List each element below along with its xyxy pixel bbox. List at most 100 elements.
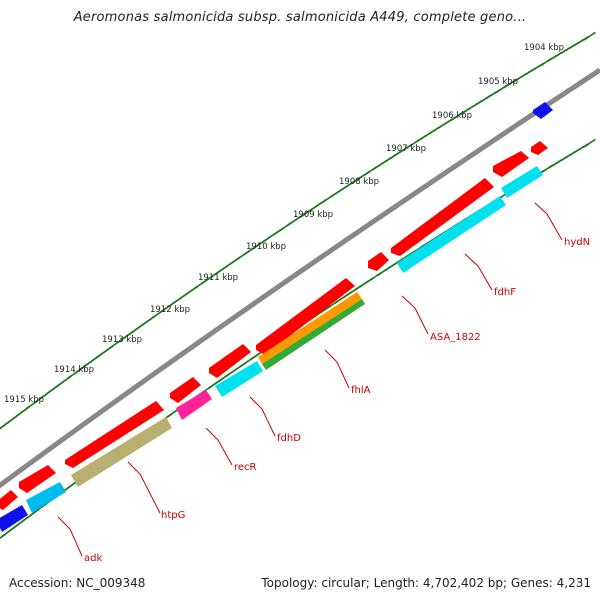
leader-ASA_1822 <box>401 295 429 335</box>
inner-ring-minor-tick <box>552 161 559 167</box>
kbp-label-1908: 1908 kbp <box>339 177 379 187</box>
inner-ring-minor-tick <box>565 153 572 159</box>
inner-ring-minor-tick <box>342 293 349 299</box>
gene-bar-orange[interactable] <box>258 292 362 364</box>
inner-ring-minor-tick <box>389 263 396 268</box>
gene-bar-cyan-1[interactable] <box>501 166 543 198</box>
kbp-label-1914: 1914 kbp <box>54 365 94 375</box>
gene-bar-magenta[interactable] <box>176 390 212 420</box>
scale-ring-minor-tick <box>57 381 64 386</box>
gene-arrow-ASA_1822[interactable] <box>368 252 389 271</box>
gene-arrow-blue-top[interactable] <box>533 102 553 119</box>
gene-arrow-adk-a[interactable] <box>19 465 56 493</box>
scale-ring-minor-tick <box>342 185 349 190</box>
scale-ring-minor-tick <box>188 288 195 293</box>
inner-ring-minor-tick <box>71 481 77 486</box>
inner-ring-minor-tick <box>13 523 20 529</box>
inner-ring-minor-tick <box>224 372 231 378</box>
scale-ring-minor-tick <box>62 378 68 383</box>
scale-ring-minor-tick <box>116 338 123 344</box>
scale-ring-minor-tick <box>78 366 85 371</box>
gene-bar-cyan-2[interactable] <box>397 196 506 273</box>
inner-ring-minor-tick <box>355 285 362 291</box>
scale-ring-minor-tick <box>87 360 93 365</box>
scale-ring-minor-tick <box>437 124 444 129</box>
inner-ring-minor-tick <box>66 484 73 489</box>
inner-ring-minor-tick <box>385 266 391 271</box>
inner-ring-minor-tick <box>25 514 32 519</box>
inner-ring-minor-tick <box>334 299 340 304</box>
scale-ring-minor-tick <box>402 146 409 151</box>
gene-arrow-fdhD[interactable] <box>209 344 251 378</box>
inner-ring-minor-tick <box>574 148 580 154</box>
gene-bar-blue[interactable] <box>0 505 28 532</box>
scale-ring-minor-tick <box>556 52 562 57</box>
gene-bar-cyan-4[interactable] <box>26 482 66 513</box>
map-title: Aeromonas salmonicida subsp. salmonicida… <box>73 10 527 25</box>
scale-ring-minor-tick <box>82 363 89 368</box>
scale-ring-minor-tick <box>333 190 340 196</box>
scale-ring-minor-tick <box>490 91 496 97</box>
scale-ring-minor-tick <box>3 421 10 426</box>
kbp-label-1913: 1913 kbp <box>102 335 142 345</box>
inner-ring-minor-tick <box>419 244 425 249</box>
scale-ring-minor-tick <box>213 270 220 276</box>
scale-ring-minor-tick <box>516 75 523 81</box>
gene-arrow-adk-b[interactable] <box>0 490 18 510</box>
scale-ring-minor-tick <box>265 236 271 241</box>
scale-ring-minor-tick <box>226 262 233 267</box>
scale-ring-minor-tick <box>573 41 580 47</box>
scale-ring-minor-tick <box>146 318 152 323</box>
scale-ring-minor-tick <box>520 73 527 78</box>
gene-bar-cyan-3[interactable] <box>215 361 263 397</box>
scale-ring-minor-tick <box>512 78 518 83</box>
scale-ring-minor-tick <box>74 369 81 374</box>
scale-ring-minor-tick <box>247 247 254 253</box>
inner-ring-minor-tick <box>1 532 7 538</box>
gene-arrow-fdhF[interactable] <box>493 151 529 177</box>
scale-ring-minor-tick <box>260 239 267 244</box>
gene-bar-green[interactable] <box>262 299 365 370</box>
inner-ring-minor-tick <box>561 156 567 161</box>
kbp-label-1907: 1907 kbp <box>386 144 426 154</box>
gene-arrow-fhlA[interactable] <box>256 278 355 355</box>
scale-ring-minor-tick <box>433 127 440 132</box>
inner-ring-minor-tick <box>9 526 16 532</box>
gene-arrow-htpG[interactable] <box>65 401 164 468</box>
scale-ring-minor-tick <box>167 303 173 308</box>
scale-ring-minor-tick <box>53 384 60 389</box>
scale-ring-minor-tick <box>477 99 483 105</box>
scale-ring-minor-tick <box>569 44 576 49</box>
scale-ring-minor-tick <box>133 326 140 332</box>
leader-adk <box>57 516 83 557</box>
scale-ring-minor-tick <box>485 94 492 100</box>
gene-arrow-hydN[interactable] <box>531 141 548 155</box>
gene-arrow-fdhF-partner[interactable] <box>391 178 494 256</box>
scale-ring-minor-tick <box>290 219 297 224</box>
scale-ring-minor-tick <box>529 67 536 73</box>
scale-ring-minor-tick <box>565 46 571 52</box>
scale-ring-minor-tick <box>560 49 567 54</box>
scale-ring-minor-tick <box>243 250 250 256</box>
scale-ring-minor-tick <box>95 354 102 359</box>
scale-ring-minor-tick <box>547 57 554 62</box>
scale-ring-minor-tick <box>32 399 39 405</box>
scale-ring-minor-tick <box>273 230 280 235</box>
scale-ring-minor-tick <box>507 81 514 86</box>
scale-ring-minor-tick <box>351 179 357 185</box>
scale-ring-minor-tick <box>252 244 258 250</box>
scale-ring-minor-tick <box>442 121 448 127</box>
gene-bar-olive[interactable] <box>71 417 172 487</box>
topology-summary: Topology: circular; Length: 4,702,402 bp… <box>261 576 591 590</box>
kbp-label-1910: 1910 kbp <box>246 242 286 252</box>
inner-ring-minor-tick <box>376 271 383 277</box>
scale-ring-minor-tick <box>269 233 276 238</box>
kbp-label-1912: 1912 kbp <box>150 305 190 315</box>
inner-ring-minor-tick <box>363 279 370 285</box>
gene-arrow-recR[interactable] <box>170 377 201 403</box>
scale-ring-minor-tick <box>472 102 479 108</box>
gene-label-hydN: hydN <box>564 237 590 248</box>
kbp-label-1904: 1904 kbp <box>524 43 564 53</box>
kbp-label-1911: 1911 kbp <box>198 273 238 283</box>
scale-ring-minor-tick <box>420 135 427 140</box>
